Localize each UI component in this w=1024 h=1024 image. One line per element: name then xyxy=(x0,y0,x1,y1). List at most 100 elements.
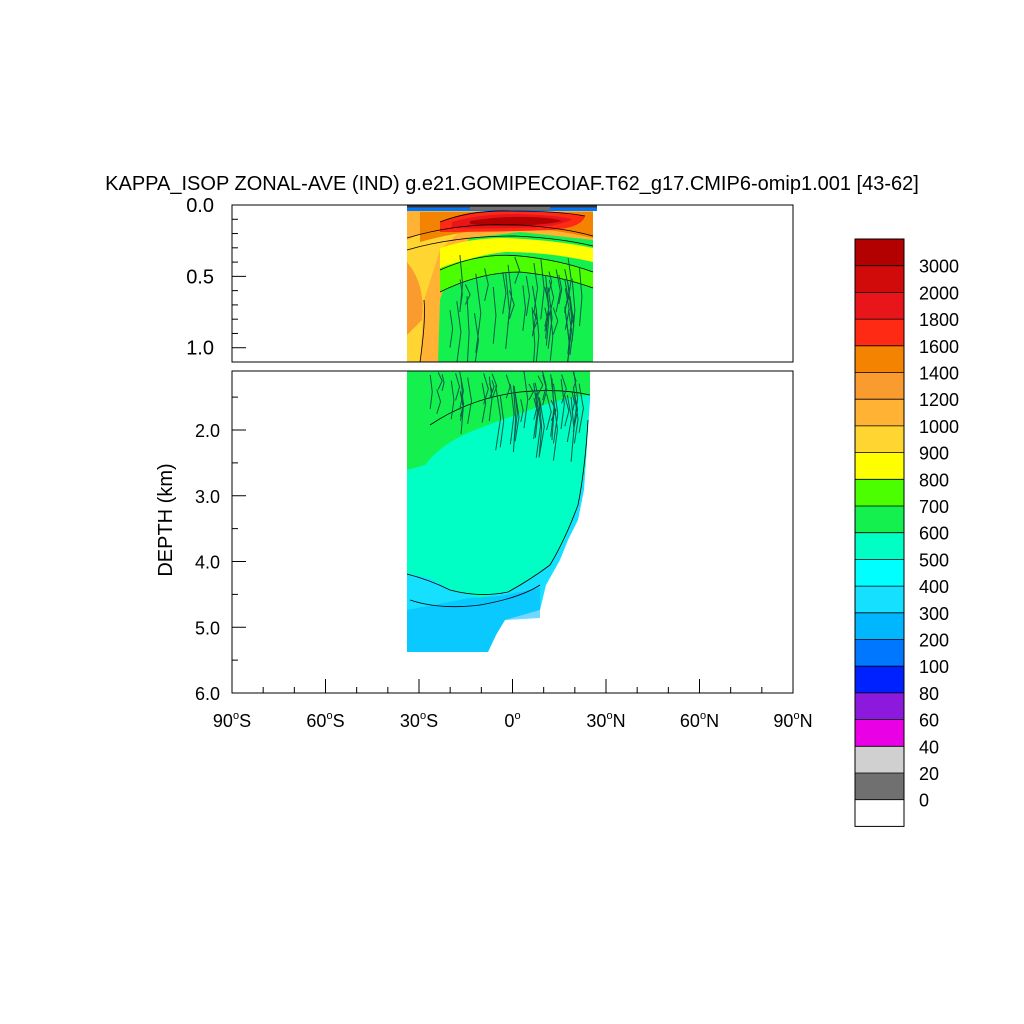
x-tick-hemisphere: N xyxy=(706,711,719,731)
lower-streak xyxy=(520,399,524,423)
colorbar-swatch xyxy=(855,586,904,614)
x-tick-label-2: 30oS xyxy=(400,710,438,731)
lower-y-tick-label: 6.0 xyxy=(195,684,220,704)
surface-band-gray xyxy=(470,207,550,210)
upper-streak xyxy=(449,310,454,348)
surface-band-dark xyxy=(407,205,597,208)
upper-lime-band xyxy=(440,255,593,292)
x-tick-degree: o xyxy=(606,710,612,722)
chart-title: KAPPA_ISOP ZONAL-AVE (IND) g.e21.GOMIPEC… xyxy=(105,173,919,195)
x-tick-label-6: 90oN xyxy=(773,710,812,731)
upper-streak xyxy=(548,271,553,293)
colorbar-swatch xyxy=(855,666,904,694)
colorbar-label: 500 xyxy=(919,550,949,570)
lower-y-tick-label: 4.0 xyxy=(195,553,220,573)
upper-streak xyxy=(473,313,480,362)
x-tick-label-1: 60oS xyxy=(306,710,344,731)
lower-streak xyxy=(523,371,529,429)
colorbar-label: 80 xyxy=(919,684,939,704)
lower-streak xyxy=(481,383,487,423)
lower-streak xyxy=(537,375,544,395)
upper-streak xyxy=(571,278,576,342)
lower-contours xyxy=(406,390,591,608)
colorbar-swatch xyxy=(855,612,904,640)
upper-y-axis: 0.0 0.5 1.0 xyxy=(186,195,246,363)
lower-y-tick-label: 2.0 xyxy=(195,421,220,441)
x-tick-number: 90 xyxy=(213,711,233,731)
lower-streak xyxy=(570,397,575,462)
upper-west-core xyxy=(407,262,423,335)
lower-streak xyxy=(459,371,464,410)
colorbar-swatch xyxy=(855,319,904,347)
colorbar-swatch xyxy=(855,746,904,774)
colorbar-label: 60 xyxy=(919,711,939,731)
upper-streak xyxy=(492,286,497,344)
x-tick-degree: o xyxy=(420,710,426,722)
lower-streak xyxy=(572,372,577,390)
lower-streak xyxy=(514,392,520,442)
x-tick-number: 0 xyxy=(504,711,514,731)
x-tick-hemisphere: S xyxy=(333,711,345,731)
lower-streak xyxy=(441,374,445,392)
lower-y-tick-label: 5.0 xyxy=(195,618,220,638)
upper-streak xyxy=(484,268,489,302)
x-tick-degree: o xyxy=(793,710,799,722)
colorbar-swatch xyxy=(855,719,904,747)
colorbar-label: 20 xyxy=(919,764,939,784)
upper-streak xyxy=(522,285,526,331)
colorbar-label: 1800 xyxy=(919,310,959,330)
lower-streak xyxy=(455,373,461,401)
lower-streak xyxy=(571,391,575,414)
upper-yellow-band xyxy=(440,238,593,270)
upper-streak xyxy=(547,287,553,349)
abyssal-blue xyxy=(407,588,540,652)
x-tick-hemisphere: S xyxy=(426,711,438,731)
colorbar-swatch xyxy=(855,425,904,453)
y-axis-label: DEPTH (km) xyxy=(155,463,177,576)
upper-streak xyxy=(535,310,540,362)
upper-streak xyxy=(545,275,550,339)
x-tick-number: 60 xyxy=(306,711,326,731)
x-tick-hemisphere: N xyxy=(613,711,626,731)
upper-streak xyxy=(533,263,539,314)
upper-streak xyxy=(507,264,513,325)
upper-streak xyxy=(548,280,555,316)
lower-streak xyxy=(488,376,493,422)
upper-streak xyxy=(579,268,583,327)
upper-streak xyxy=(456,301,462,362)
colorbar-label: 700 xyxy=(919,497,949,517)
upper-west-yellow xyxy=(407,222,470,362)
colorbar-swatch xyxy=(855,479,904,507)
upper-streak xyxy=(549,311,554,361)
lower-streak xyxy=(495,385,502,451)
x-tick-number: 60 xyxy=(680,711,700,731)
upper-panel-field xyxy=(406,205,597,362)
upper-streak xyxy=(558,274,563,305)
lower-streak xyxy=(429,374,433,409)
upper-streak xyxy=(532,310,539,332)
lower-streak xyxy=(542,371,547,401)
lower-streak xyxy=(491,373,498,399)
colorbar-swatch xyxy=(855,799,904,827)
colorbar-swatch xyxy=(855,239,904,266)
lower-streak xyxy=(572,387,579,432)
x-tick-degree: o xyxy=(326,710,332,722)
colorbar-swatch xyxy=(855,372,904,400)
upper-streak xyxy=(459,255,464,313)
x-tick-label-0: 90oS xyxy=(213,710,251,731)
lower-streak xyxy=(552,383,559,444)
upper-noise-streaks xyxy=(449,255,583,362)
lower-streak xyxy=(566,394,572,443)
upper-streak xyxy=(525,275,530,316)
lower-streak xyxy=(546,393,552,431)
lower-y-axis: 2.0 3.0 4.0 5.0 6.0 xyxy=(195,396,246,704)
lower-streak xyxy=(459,391,465,417)
upper-streak xyxy=(564,288,570,330)
lower-streak xyxy=(573,394,579,444)
lower-streak xyxy=(450,380,455,420)
colorbar-label: 800 xyxy=(919,470,949,490)
lower-y-tick-label: 3.0 xyxy=(195,487,220,507)
upper-streak xyxy=(531,307,536,362)
colorbar-swatch xyxy=(855,773,904,800)
colorbar-label: 1600 xyxy=(919,337,959,357)
